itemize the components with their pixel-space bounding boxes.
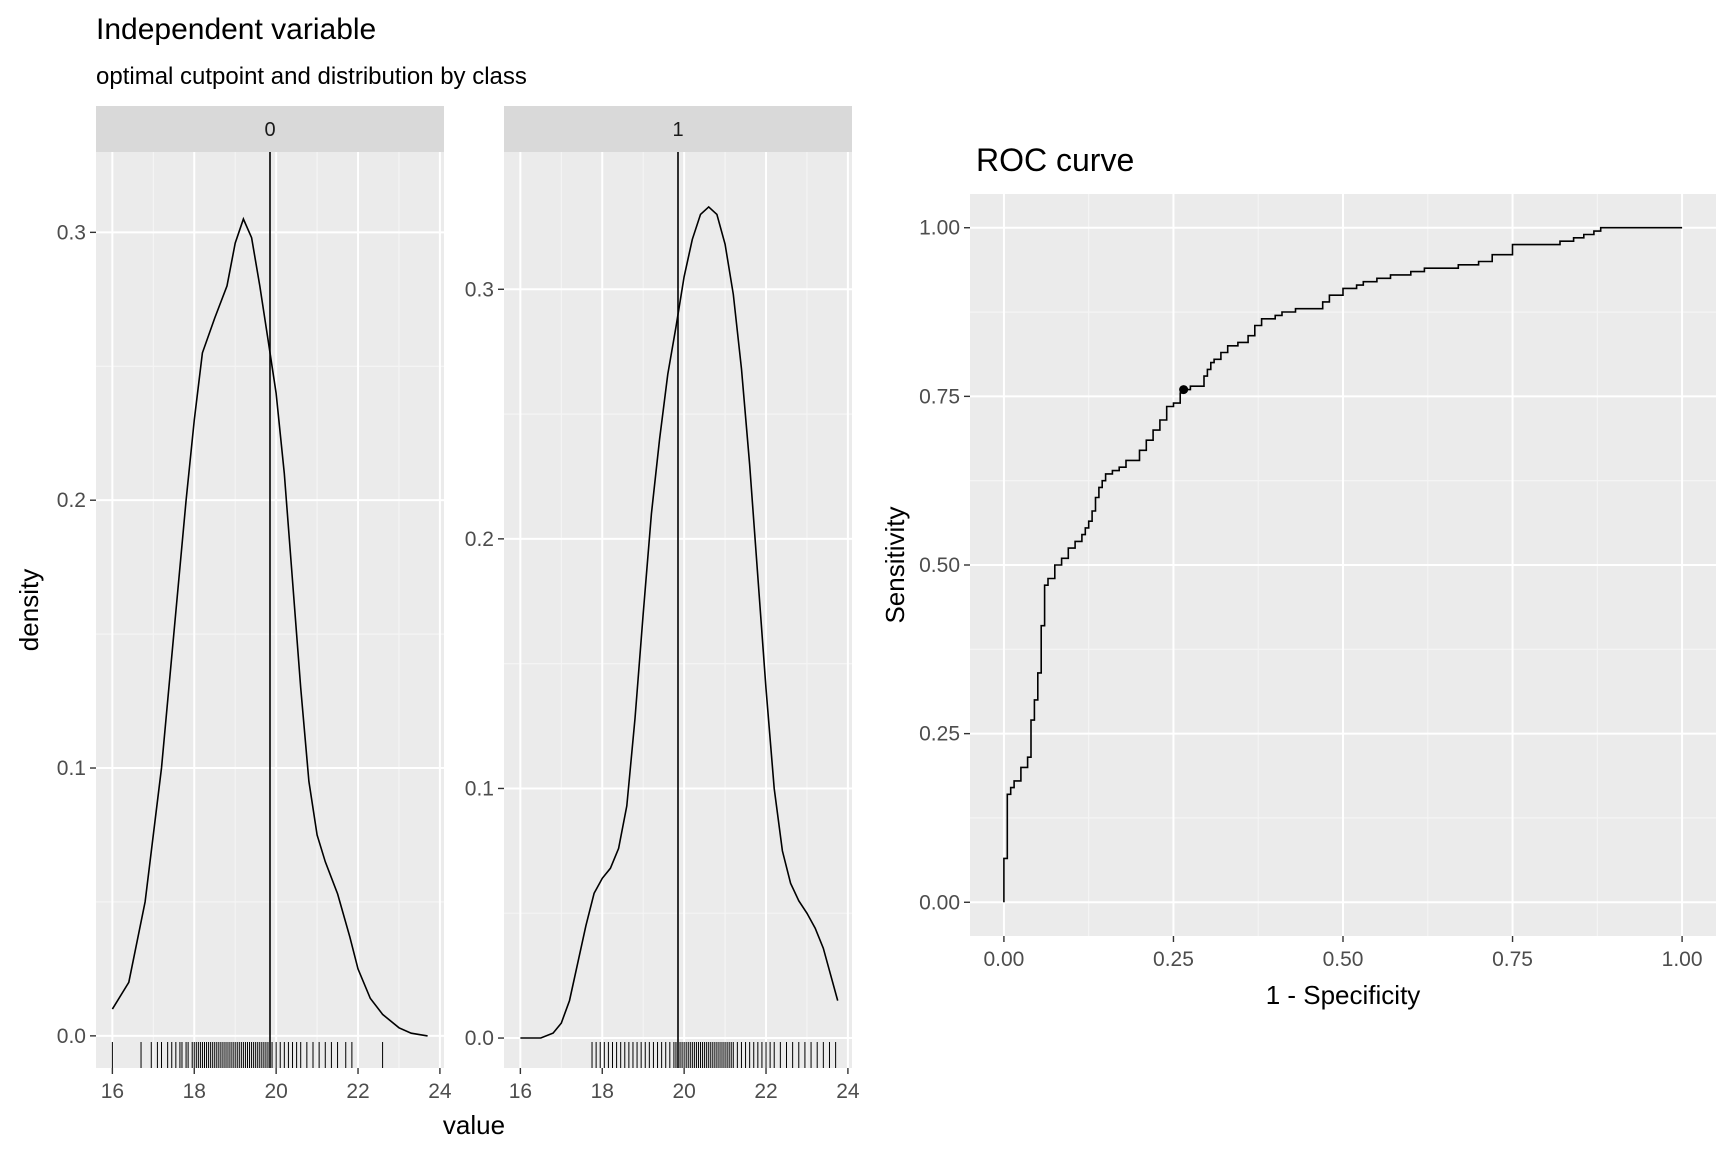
- strip-label: 1: [672, 119, 683, 141]
- x-tick-label: 0.00: [983, 948, 1024, 971]
- x-tick-label: 0.50: [1323, 948, 1364, 971]
- x-tick-label: 24: [428, 1080, 452, 1103]
- rug-marks: [591, 1042, 837, 1068]
- x-axis-label: value: [443, 1110, 505, 1140]
- y-tick-label: 0.3: [57, 221, 86, 244]
- density-curve: [111, 216, 428, 1037]
- y-tick-label: 0.2: [465, 528, 494, 551]
- optimal-cutpoint-marker: [1179, 385, 1189, 395]
- x-tick-label: 24: [836, 1080, 860, 1103]
- y-tick-label: 0.2: [57, 489, 86, 512]
- distribution-subtitle: optimal cutpoint and distribution by cla…: [96, 63, 527, 90]
- y-tick-label: 0.00: [919, 891, 960, 914]
- y-tick-label: 1.00: [919, 217, 960, 240]
- y-tick-label: 0.25: [919, 723, 960, 746]
- rug-marks: [111, 1042, 384, 1068]
- y-axis-label: density: [14, 569, 44, 651]
- distribution-title: Independent variable: [96, 13, 376, 46]
- x-tick-label: 18: [591, 1080, 614, 1103]
- x-tick-label: 22: [346, 1080, 369, 1103]
- x-tick-label: 20: [264, 1080, 287, 1103]
- x-tick-label: 22: [754, 1080, 777, 1103]
- roc-plot: 0.00 0.25 0.50 0.75 1.00 0.00 0.25 0.50 0.75 1.0…: [919, 194, 1716, 971]
- density-panel-class-0: 0 0.0 0.1 0.2 0.3 16 18 20 22 24: [57, 106, 452, 1103]
- x-tick-label: 1.00: [1662, 948, 1703, 971]
- strip-background: [504, 106, 852, 152]
- y-tick-label: 0.50: [919, 554, 960, 577]
- roc-y-axis-label: Sensitivity: [880, 506, 910, 623]
- y-tick-label: 0.75: [919, 385, 960, 408]
- strip-background: [96, 106, 444, 152]
- density-panel-class-1: 1 0.0 0.1 0.2 0.3 16 18 20 22 24: [465, 106, 860, 1103]
- strip-label: 0: [264, 119, 275, 141]
- y-tick-label: 0.3: [465, 278, 494, 301]
- y-tick-label: 0.1: [57, 757, 86, 780]
- y-tick-label: 0.0: [57, 1025, 86, 1048]
- roc-x-axis-label: 1 - Specificity: [1266, 980, 1421, 1010]
- roc-title: ROC curve: [976, 142, 1134, 178]
- x-tick-label: 16: [101, 1080, 124, 1103]
- density-curve: [520, 205, 839, 1039]
- x-tick-label: 20: [672, 1080, 695, 1103]
- x-tick-label: 0.25: [1153, 948, 1194, 971]
- y-tick-label: 0.1: [465, 777, 494, 800]
- x-tick-label: 0.75: [1492, 948, 1533, 971]
- x-tick-label: 18: [183, 1080, 206, 1103]
- y-tick-label: 0.0: [465, 1027, 494, 1050]
- x-tick-label: 16: [509, 1080, 532, 1103]
